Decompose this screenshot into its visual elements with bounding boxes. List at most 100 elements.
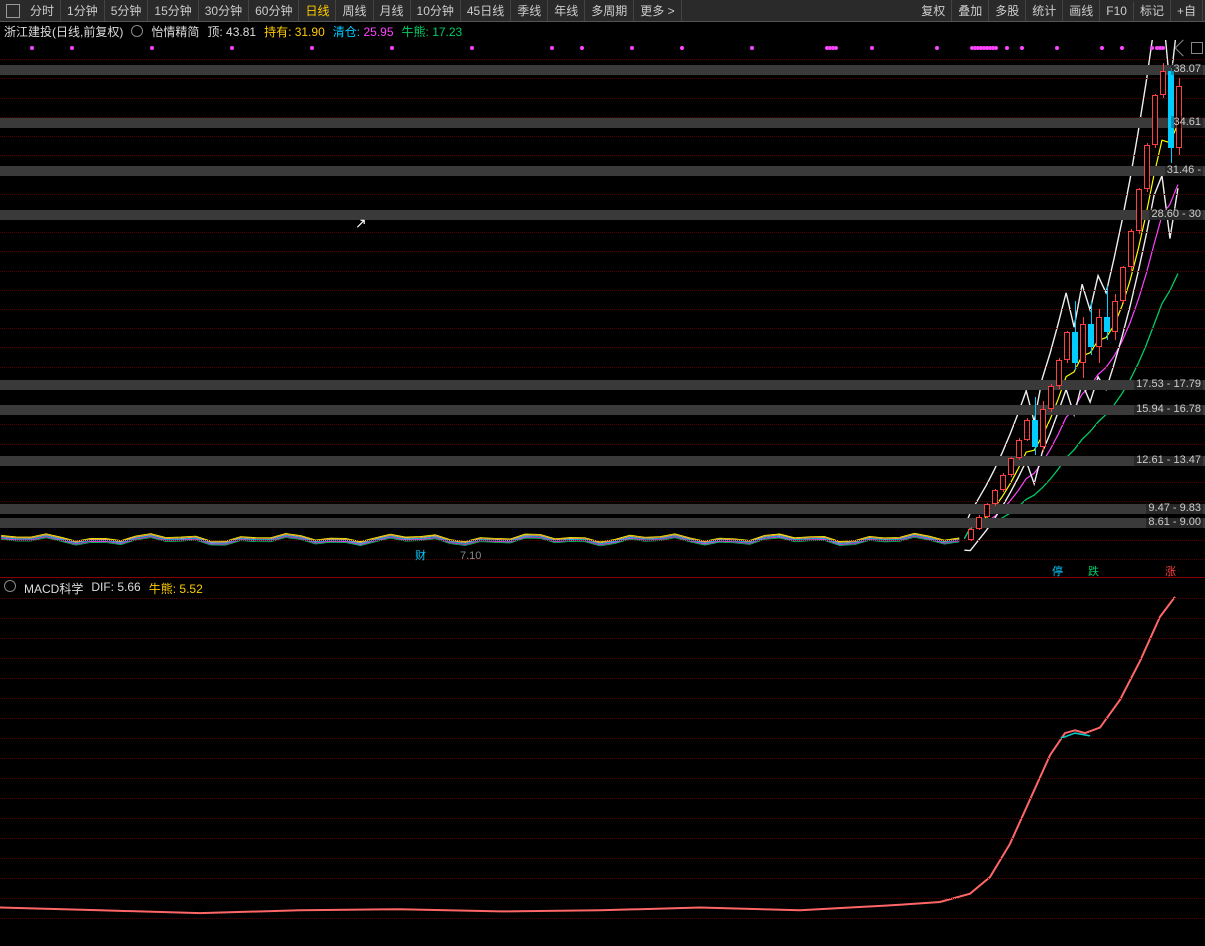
candle-body [1032,420,1038,448]
price-axis-label: 17.53 - 17.79 [1134,378,1203,390]
candle-body [1024,420,1030,440]
timeframe-月线[interactable]: 月线 [374,0,411,21]
grid-line [0,918,1205,919]
candle-body [968,529,974,540]
timeframe-15分钟[interactable]: 15分钟 [148,0,198,21]
indicator-dot [870,46,874,50]
mouse-cursor: ↖ [355,215,367,232]
candle-body [1144,145,1150,190]
indicator-dot [1100,46,1104,50]
timeframe-日线[interactable]: 日线 [299,0,336,21]
candle-body [976,517,982,529]
grid-line [0,559,1205,560]
price-axis-label: 12.61 - 13.47 [1134,454,1203,466]
gear-icon[interactable] [4,580,16,592]
expand-icon[interactable] [1175,40,1192,57]
grid-line [0,638,1205,639]
grid-line [0,618,1205,619]
candle-body [1096,317,1102,348]
candle-body [1168,71,1174,148]
price-chart[interactable]: 38.0734.6131.46 -28.60 - 3017.53 - 17.79… [0,40,1205,578]
grid-line [0,758,1205,759]
timeframe-30分钟[interactable]: 30分钟 [199,0,249,21]
tool-统计[interactable]: 统计 [1026,0,1063,21]
indicator-dot [680,46,684,50]
price-band [0,210,1205,220]
price-band [0,518,1205,528]
price-band [0,456,1205,466]
gear-icon[interactable] [131,25,143,37]
grid-line [0,738,1205,739]
timeframe-45日线[interactable]: 45日线 [461,0,511,21]
macd-chart[interactable]: MACD科学 DIF: 5.66 牛熊: 5.52 [0,578,1205,938]
chart-marker: 停 [1052,563,1063,579]
indicator-dot [470,46,474,50]
price-axis-label: 9.47 - 9.83 [1146,502,1203,514]
price-axis-label: 34.61 [1171,116,1203,128]
indicator-dot [935,46,939,50]
grid-line [0,444,1205,445]
candle-body [1112,301,1118,332]
candle-body [1048,386,1054,409]
candle-body [1120,267,1126,301]
grid-line [0,798,1205,799]
indicator-dot [230,46,234,50]
grid-line [0,136,1205,137]
macd-bull-label: 牛熊: 5.52 [149,580,203,597]
settings-icon[interactable] [1191,42,1203,54]
chart-marker: 跌 [1088,563,1099,579]
timeframe-年线[interactable]: 年线 [548,0,585,21]
chart-marker: 7.10 [460,550,481,562]
candle-body [1088,324,1094,347]
price-band [0,504,1205,514]
timeframe-10分钟[interactable]: 10分钟 [411,0,461,21]
timeframe-季线[interactable]: 季线 [511,0,548,21]
tool-复权[interactable]: 复权 [915,0,952,21]
candle-body [1152,95,1158,144]
grid-line [0,698,1205,699]
timeframe-多周期[interactable]: 多周期 [585,0,634,21]
indicator-dot [1150,46,1154,50]
tool-画线[interactable]: 画线 [1063,0,1100,21]
indicator-dot [390,46,394,50]
tool-+自[interactable]: +自 [1171,0,1203,21]
grid-line [0,251,1205,252]
timeframe-更多 >[interactable]: 更多 > [634,0,681,21]
grid-line [0,271,1205,272]
timeframe-60分钟[interactable]: 60分钟 [249,0,299,21]
stock-info-bar: 浙江建投(日线,前复权) 怡情精简 顶: 43.81 持有: 31.90 清仓:… [0,22,1205,40]
price-band [0,118,1205,128]
price-axis-label: 8.61 - 9.00 [1146,516,1203,528]
price-band [0,380,1205,390]
candle-body [1160,71,1166,96]
candle-body [1136,189,1142,231]
grid-line [0,78,1205,79]
indicator-dot [1161,46,1165,50]
tool-F10[interactable]: F10 [1100,2,1134,20]
grid-line [0,367,1205,368]
timeframe-分时[interactable]: 分时 [24,0,61,21]
grid-line [0,290,1205,291]
indicator-dot [1005,46,1009,50]
indicator-dot [630,46,634,50]
indicator-dot [150,46,154,50]
grid-line [0,232,1205,233]
menu-icon[interactable] [6,4,20,18]
chart-marker: 财 [415,547,426,563]
chart-marker: 涨 [1165,563,1176,579]
tool-叠加[interactable]: 叠加 [952,0,989,21]
macd-label: MACD科学 [24,580,83,597]
grid-line [0,898,1205,899]
timeframe-周线[interactable]: 周线 [336,0,373,21]
tool-标记[interactable]: 标记 [1134,0,1171,21]
grid-line [0,155,1205,156]
candle-body [1016,440,1022,458]
timeframe-5分钟[interactable]: 5分钟 [105,0,149,21]
timeframe-1分钟[interactable]: 1分钟 [61,0,105,21]
candle-body [1128,231,1134,268]
candle-body [1056,360,1062,386]
timeframe-toolbar: 分时1分钟5分钟15分钟30分钟60分钟日线周线月线10分钟45日线季线年线多周… [0,0,1205,22]
candle-body [1040,409,1046,447]
tool-多股[interactable]: 多股 [989,0,1026,21]
grid-line [0,778,1205,779]
